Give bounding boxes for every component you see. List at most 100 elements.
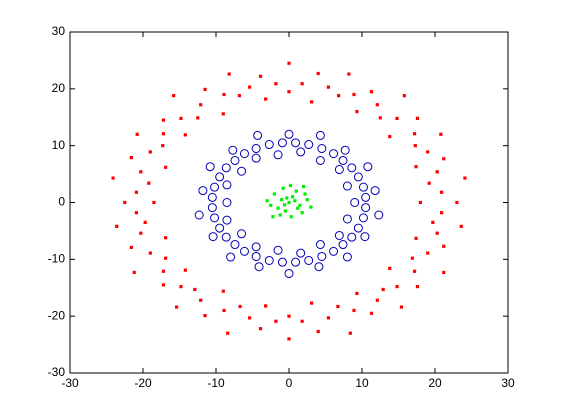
data-point bbox=[222, 92, 226, 97]
data-point bbox=[291, 195, 295, 199]
data-point bbox=[179, 116, 183, 120]
data-point bbox=[129, 245, 133, 249]
data-point bbox=[316, 71, 320, 76]
data-point bbox=[414, 236, 418, 240]
data-point bbox=[415, 116, 420, 120]
data-point bbox=[139, 231, 143, 235]
data-point bbox=[287, 61, 291, 65]
data-point bbox=[283, 209, 287, 213]
data-point bbox=[291, 138, 301, 148]
data-point bbox=[317, 144, 327, 154]
data-point bbox=[361, 203, 371, 213]
data-point bbox=[374, 210, 384, 220]
data-point bbox=[375, 103, 379, 107]
data-point bbox=[284, 129, 294, 139]
data-point bbox=[329, 246, 339, 256]
data-point bbox=[222, 180, 232, 190]
data-point bbox=[143, 220, 147, 224]
data-point bbox=[402, 94, 406, 98]
data-point bbox=[208, 232, 218, 242]
data-point bbox=[215, 223, 225, 233]
data-point bbox=[355, 291, 359, 296]
data-point bbox=[304, 255, 314, 265]
data-point bbox=[161, 269, 166, 273]
data-point bbox=[413, 144, 417, 148]
data-point bbox=[237, 166, 247, 176]
data-point bbox=[338, 240, 348, 250]
x-tick-label: 0 bbox=[286, 376, 293, 390]
data-point bbox=[334, 165, 344, 175]
data-point bbox=[203, 87, 207, 92]
data-point bbox=[221, 289, 225, 293]
data-point bbox=[342, 214, 352, 224]
data-point bbox=[415, 285, 420, 289]
data-point bbox=[111, 176, 115, 180]
data-point bbox=[251, 251, 261, 261]
data-point bbox=[442, 244, 446, 248]
data-point bbox=[210, 182, 220, 192]
data-point bbox=[278, 213, 282, 217]
data-point bbox=[355, 109, 359, 114]
data-point bbox=[293, 199, 297, 203]
data-point bbox=[352, 308, 356, 313]
data-point bbox=[439, 190, 444, 194]
data-point bbox=[442, 157, 446, 161]
data-point bbox=[459, 224, 463, 228]
data-point bbox=[258, 74, 263, 78]
data-point bbox=[426, 150, 430, 154]
data-point bbox=[247, 316, 252, 320]
data-point bbox=[210, 213, 220, 223]
data-point bbox=[287, 200, 291, 205]
data-point bbox=[183, 133, 187, 137]
data-point bbox=[381, 287, 385, 292]
data-point bbox=[288, 183, 293, 188]
data-point bbox=[222, 308, 226, 313]
data-point bbox=[431, 220, 435, 224]
data-point bbox=[296, 147, 306, 157]
data-point bbox=[198, 186, 208, 196]
data-point bbox=[455, 200, 459, 205]
data-point bbox=[350, 198, 360, 207]
data-point bbox=[161, 118, 166, 122]
data-point bbox=[296, 206, 300, 210]
data-point bbox=[264, 140, 274, 150]
data-point bbox=[281, 186, 285, 190]
data-point bbox=[435, 170, 439, 174]
data-point bbox=[179, 285, 183, 289]
data-point bbox=[300, 82, 304, 86]
data-point bbox=[222, 198, 232, 207]
data-point bbox=[193, 287, 197, 292]
data-point bbox=[340, 145, 350, 155]
data-point bbox=[115, 224, 119, 228]
data-point bbox=[222, 215, 232, 225]
data-point bbox=[172, 94, 176, 98]
data-point bbox=[273, 245, 283, 255]
data-point bbox=[427, 181, 431, 185]
data-point bbox=[230, 240, 240, 250]
data-point bbox=[305, 198, 309, 202]
data-point bbox=[347, 72, 351, 76]
data-point bbox=[435, 231, 439, 235]
data-point bbox=[227, 72, 231, 76]
data-point bbox=[298, 203, 302, 207]
data-point bbox=[237, 94, 241, 98]
data-point bbox=[300, 319, 304, 323]
data-point bbox=[264, 97, 268, 101]
data-point bbox=[317, 251, 327, 261]
data-point bbox=[183, 268, 187, 272]
data-point bbox=[300, 211, 304, 215]
data-point bbox=[148, 251, 152, 255]
data-point bbox=[264, 255, 274, 265]
data-point bbox=[147, 181, 151, 185]
data-point bbox=[315, 155, 325, 165]
data-point bbox=[194, 210, 204, 220]
data-point bbox=[388, 134, 392, 139]
y-tick-label: 0 bbox=[58, 195, 65, 209]
data-point bbox=[296, 248, 306, 258]
data-point bbox=[310, 301, 314, 305]
data-point bbox=[326, 316, 331, 320]
data-point bbox=[395, 116, 399, 120]
data-point bbox=[358, 182, 368, 192]
data-point bbox=[230, 155, 240, 165]
